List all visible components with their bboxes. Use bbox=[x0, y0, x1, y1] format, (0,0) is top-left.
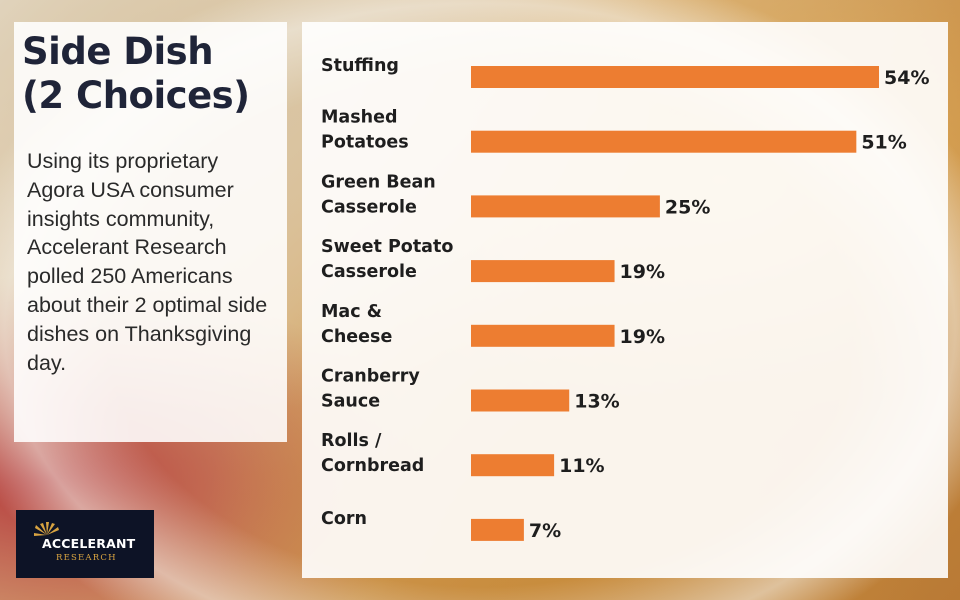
category-label-1-1: Potatoes bbox=[321, 133, 409, 153]
value-label-7: 7% bbox=[529, 520, 561, 542]
category-label-1-0: Mashed bbox=[321, 108, 398, 128]
bar-3 bbox=[471, 260, 615, 283]
category-label-4-0: Mac & bbox=[321, 302, 382, 322]
description-text: Using its proprietary Agora USA consumer… bbox=[27, 149, 268, 375]
value-label-4: 19% bbox=[620, 326, 665, 348]
category-label-2-1: Casserole bbox=[321, 197, 417, 217]
text-panel bbox=[14, 22, 287, 442]
bar-7 bbox=[471, 518, 524, 541]
category-label-6-1: Cornbread bbox=[321, 456, 424, 476]
logo-name: ACCELERANT bbox=[42, 536, 136, 551]
value-label-0: 54% bbox=[884, 67, 929, 89]
value-label-2: 25% bbox=[665, 196, 710, 218]
category-label-5-1: Sauce bbox=[321, 392, 380, 412]
category-label-6-0: Rolls / bbox=[321, 431, 382, 451]
bar-4 bbox=[471, 324, 615, 347]
category-label-3-1: Casserole bbox=[321, 262, 417, 282]
category-label-7-0: Corn bbox=[321, 509, 367, 529]
value-label-6: 11% bbox=[559, 455, 604, 477]
value-label-5: 13% bbox=[574, 391, 619, 413]
category-label-0-0: Stuffing bbox=[321, 56, 399, 76]
category-label-5-0: Cranberry bbox=[321, 367, 420, 387]
category-label-2-0: Green Bean bbox=[321, 172, 436, 192]
bar-2 bbox=[471, 195, 660, 218]
sunburst-icon bbox=[34, 522, 59, 536]
title-line-2: (2 Choices) bbox=[22, 74, 250, 117]
logo-subtitle: RESEARCH bbox=[56, 553, 117, 563]
value-label-3: 19% bbox=[620, 261, 665, 283]
page-title: Side Dish (2 Choices) bbox=[22, 30, 250, 118]
value-label-1: 51% bbox=[861, 132, 906, 154]
accelerant-logo: ACCELERANT RESEARCH bbox=[16, 510, 154, 578]
category-label-4-1: Cheese bbox=[321, 327, 392, 347]
bar-chart: 54% Stuffing 51% Mashed Potatoes 25% Green Bea… bbox=[321, 56, 929, 542]
chart-panel: 54% Stuffing 51% Mashed Potatoes 25% Green Bea… bbox=[302, 22, 948, 578]
bar-0 bbox=[471, 66, 879, 88]
category-label-3-0: Sweet Potato bbox=[321, 237, 453, 257]
title-line-1: Side Dish bbox=[22, 30, 214, 73]
bar-5 bbox=[471, 389, 570, 412]
bar-1 bbox=[471, 130, 857, 153]
bar-6 bbox=[471, 454, 555, 477]
